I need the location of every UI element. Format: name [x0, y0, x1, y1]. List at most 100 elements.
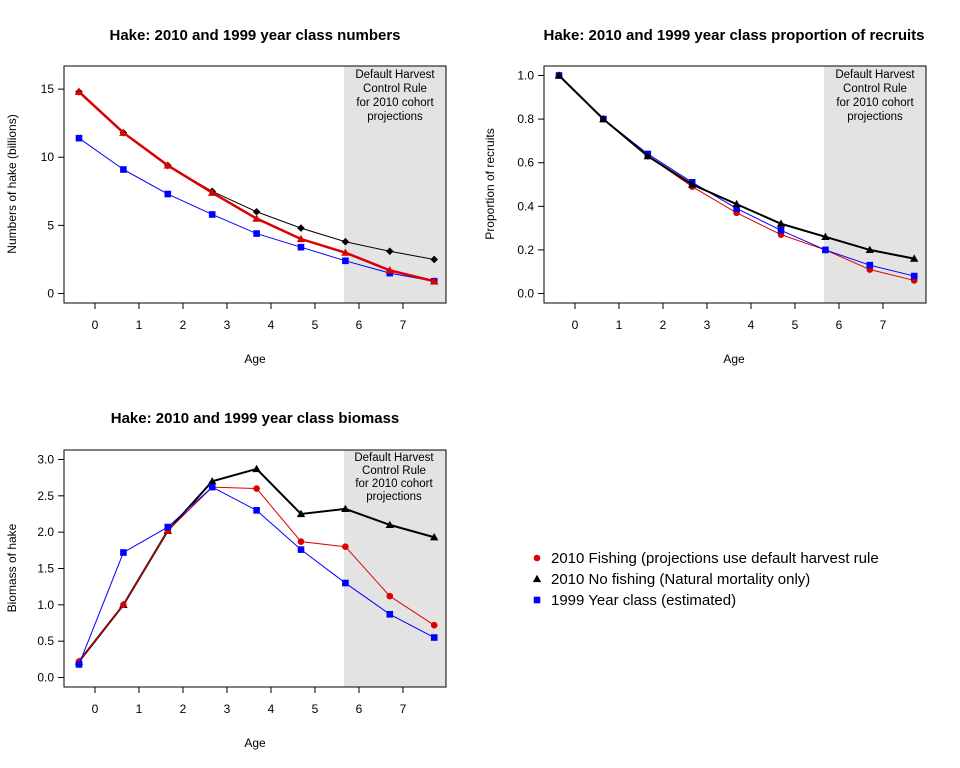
data-point	[252, 207, 261, 216]
shaded-label-line: Default Harvest	[354, 452, 434, 464]
x-tick-label: 7	[880, 318, 887, 332]
x-axis-label: Age	[723, 352, 745, 366]
y-tick-label: 0	[47, 287, 54, 301]
chart-title: Hake: 2010 and 1999 year class biomass	[111, 410, 400, 427]
data-point	[120, 549, 127, 556]
legend-marker	[533, 554, 541, 562]
y-tick-label: 10	[41, 150, 55, 164]
shaded-label-line: projections	[847, 111, 903, 123]
data-point	[120, 166, 127, 173]
data-point	[910, 254, 919, 262]
series-layer	[74, 464, 439, 668]
data-point	[74, 87, 84, 95]
data-point	[554, 71, 564, 79]
data-point	[208, 211, 216, 218]
data-point	[208, 483, 216, 491]
data-point	[430, 621, 438, 629]
data-point	[866, 261, 874, 269]
data-point	[164, 190, 172, 198]
data-point	[822, 246, 829, 254]
data-point	[733, 205, 740, 212]
shaded-label-line: projections	[366, 491, 422, 503]
y-tick-label: 2.0	[37, 525, 54, 539]
data-point	[910, 272, 918, 280]
data-point	[341, 504, 350, 513]
data-point	[296, 509, 306, 518]
x-tick-label: 4	[268, 702, 275, 716]
data-point	[777, 226, 785, 234]
data-point	[253, 230, 260, 237]
shaded-region	[344, 66, 446, 303]
y-axis-label: Numbers of hake (billions)	[5, 114, 19, 253]
data-point	[120, 601, 127, 609]
data-point	[163, 161, 172, 169]
data-point	[732, 199, 741, 208]
data-point	[164, 523, 172, 531]
y-tick-label: 15	[41, 82, 55, 96]
shaded-region	[824, 66, 926, 303]
y-ticks: 0.0 0.2 0.4 0.6 0.8 1.0	[517, 68, 544, 301]
data-point	[297, 224, 305, 232]
plot-frame	[63, 65, 447, 304]
shaded-region	[344, 450, 446, 687]
legend-marker	[532, 574, 542, 583]
data-point	[342, 257, 349, 265]
y-tick-label: 0.6	[517, 156, 534, 170]
data-point	[252, 214, 261, 222]
data-point	[430, 533, 439, 541]
data-point	[430, 277, 439, 285]
data-point	[75, 134, 83, 142]
y-tick-label: 0.2	[517, 243, 534, 257]
data-point	[296, 234, 306, 243]
data-point	[253, 485, 260, 492]
data-point	[385, 266, 394, 274]
shaded-label-line: for 2010 cohort	[356, 97, 434, 109]
y-tick-label: 0.5	[37, 634, 54, 648]
shaded-label-line: Default Harvest	[835, 69, 915, 81]
y-tick-label: 0.0	[37, 671, 54, 685]
legend-label: 2010 Fishing (projections use default ha…	[551, 550, 879, 567]
x-tick-label: 0	[572, 318, 579, 332]
x-tick-label: 2	[180, 702, 187, 716]
x-tick-label: 5	[312, 702, 319, 716]
series-layer	[554, 71, 919, 284]
x-tick-label: 7	[400, 318, 407, 332]
data-point	[688, 180, 697, 188]
x-tick-label: 6	[356, 702, 363, 716]
y-tick-label: 2.5	[37, 489, 54, 503]
data-point	[208, 477, 217, 485]
x-tick-label: 5	[792, 318, 799, 332]
x-tick-label: 4	[268, 318, 275, 332]
data-point	[252, 464, 261, 473]
y-tick-label: 0.4	[517, 199, 534, 213]
y-tick-label: 1.0	[517, 68, 534, 82]
data-point	[341, 237, 350, 246]
shaded-label-line: Control Rule	[843, 83, 907, 95]
plot-frame	[543, 65, 927, 304]
chart-title: Hake: 2010 and 1999 year class numbers	[109, 27, 400, 44]
data-point	[208, 188, 217, 196]
x-ticks: 0 1 2 3 4 5 6 7	[92, 303, 407, 332]
x-tick-label: 2	[660, 318, 667, 332]
data-point	[75, 661, 83, 668]
data-point	[643, 151, 652, 160]
x-axis-label: Age	[244, 352, 266, 366]
data-point	[253, 507, 260, 514]
legend-marker	[533, 596, 541, 604]
x-tick-label: 3	[224, 318, 231, 332]
data-point	[776, 219, 786, 227]
panel-proportion: Hake: 2010 and 1999 year class proportio…	[483, 27, 927, 366]
x-tick-label: 6	[836, 318, 843, 332]
x-tick-label: 2	[180, 318, 187, 332]
data-point	[385, 520, 394, 529]
x-tick-label: 7	[400, 702, 407, 716]
y-tick-label: 3.0	[37, 452, 54, 466]
data-point	[342, 543, 349, 550]
y-tick-label: 5	[47, 218, 54, 232]
legend-label: 1999 Year class (estimated)	[551, 592, 736, 609]
data-point	[342, 579, 349, 587]
shaded-label-line: for 2010 cohort	[836, 97, 914, 109]
series-layer	[74, 87, 439, 285]
y-tick-label: 1.0	[37, 598, 54, 612]
